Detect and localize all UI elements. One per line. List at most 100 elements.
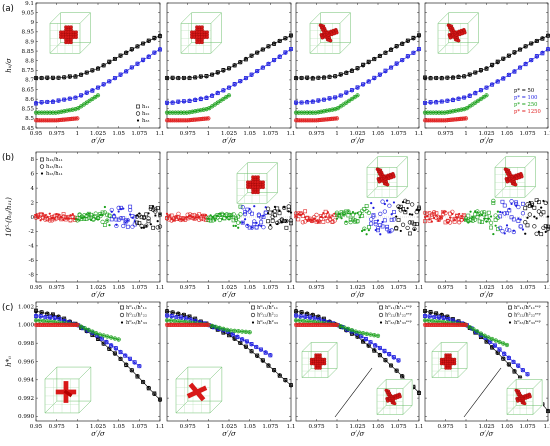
data-point [517, 217, 520, 220]
data-point [316, 75, 321, 80]
data-point [50, 76, 55, 80]
data-point [135, 373, 140, 379]
data-point [118, 356, 123, 361]
data-point [244, 339, 249, 344]
y-tick-label: 8.65 [22, 87, 35, 93]
data-point [518, 65, 523, 70]
data-point [447, 220, 453, 225]
data-point [165, 309, 169, 314]
data-point [198, 96, 203, 101]
inset-cube [301, 341, 339, 379]
y-tick-label: 0.992 [18, 396, 34, 402]
data-point [534, 54, 539, 59]
data-point [34, 313, 38, 318]
data-point [324, 108, 329, 113]
data-point [510, 202, 513, 205]
data-point [310, 312, 315, 317]
x-tick-label: 1.075 [390, 131, 406, 137]
data-point [266, 61, 271, 66]
data-point [38, 314, 43, 319]
data-point [338, 72, 343, 77]
data-point [478, 88, 484, 93]
data-point [493, 338, 498, 343]
y-tick-label: 0.990 [18, 414, 34, 420]
data-point [266, 61, 271, 66]
x-axis-label: σ′/σ [480, 430, 494, 438]
data-point [79, 93, 84, 98]
data-point [456, 96, 461, 101]
data-point [299, 110, 304, 115]
data-point [467, 72, 472, 77]
data-point [436, 110, 441, 115]
data-point [241, 221, 244, 224]
data-point [523, 61, 528, 66]
data-point [316, 320, 321, 325]
data-point [101, 214, 104, 217]
x-tick-label: 1.05 [501, 285, 514, 291]
inset-edge [210, 42, 222, 54]
data-point [154, 214, 157, 217]
data-point [209, 72, 215, 77]
data-point [79, 72, 84, 77]
data-point [470, 218, 475, 223]
data-point [428, 310, 433, 315]
y-tick-label: 8.55 [22, 107, 35, 113]
data-point [396, 358, 401, 363]
data-point [146, 38, 151, 44]
data-point [347, 98, 352, 103]
data-point [429, 212, 434, 217]
data-point [520, 368, 525, 373]
data-point [410, 202, 415, 207]
data-point [516, 363, 521, 369]
data-point [525, 223, 530, 228]
data-point [310, 99, 315, 104]
data-point [516, 363, 521, 368]
y-tick-label: 1.002 [18, 304, 34, 310]
data-point [105, 334, 110, 339]
x-tick-label: 1.025 [90, 285, 106, 291]
data-point [247, 209, 252, 214]
data-point [379, 233, 382, 236]
data-point [491, 198, 496, 203]
data-point [121, 223, 126, 229]
data-point [486, 335, 491, 340]
data-point [489, 63, 495, 68]
data-point [423, 309, 427, 314]
x-tick-label: 0.95 [30, 424, 43, 430]
data-point [118, 53, 123, 58]
data-point [198, 108, 203, 113]
data-point [158, 33, 162, 38]
data-point [316, 110, 321, 115]
data-point [109, 217, 114, 222]
x-tick-label: 1.1 [544, 285, 550, 291]
data-point [257, 224, 260, 227]
data-point [546, 33, 550, 38]
data-point [365, 233, 368, 236]
x-tick-label: 1.05 [501, 131, 514, 137]
x-tick-label: 1.1 [156, 424, 165, 430]
data-point [90, 68, 95, 73]
data-point [227, 66, 231, 71]
legend-marker [135, 111, 141, 116]
data-point [305, 319, 310, 324]
data-point [525, 372, 530, 377]
data-point [70, 107, 75, 112]
data-point [375, 226, 381, 231]
data-point [152, 36, 157, 41]
inset-edge [266, 192, 278, 204]
x-tick-label: 1 [76, 131, 80, 137]
data-point [335, 217, 339, 220]
x-tick-label: 1 [464, 285, 468, 291]
inset-edge [44, 366, 58, 380]
data-point [333, 107, 338, 112]
data-point [385, 224, 390, 229]
data-point [475, 329, 480, 334]
data-point [254, 225, 259, 230]
data-point [317, 220, 320, 223]
data-point [129, 65, 134, 70]
data-point [124, 69, 129, 74]
data-point [319, 109, 324, 114]
